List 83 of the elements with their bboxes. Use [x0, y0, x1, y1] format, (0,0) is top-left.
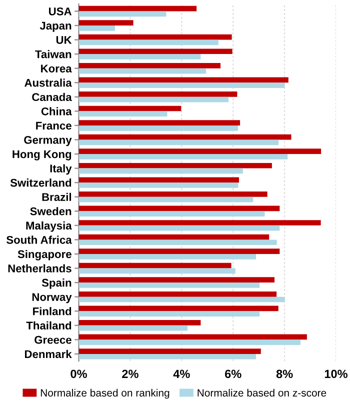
bar: [78, 82, 285, 88]
x-tick-label: 8%: [276, 370, 293, 378]
bar: [78, 154, 288, 160]
bar: [78, 62, 220, 68]
bar: [78, 211, 265, 216]
bar: [78, 177, 240, 183]
bar: [78, 77, 288, 83]
y-tick-label: Norway: [32, 293, 72, 304]
y-tick-label: France: [36, 122, 72, 130]
bar: [78, 306, 278, 312]
y-tick-label: Hong Kong: [12, 150, 72, 160]
bar: [78, 26, 116, 31]
bar: [78, 196, 254, 202]
bar: [78, 182, 238, 188]
x-tick-label: 4%: [173, 370, 190, 378]
y-tick-label: South Africa: [6, 236, 72, 244]
y-tick-label: Japan: [40, 22, 72, 32]
bar: [78, 311, 260, 316]
x-tick-label: 2%: [122, 370, 138, 378]
bar: [78, 6, 197, 12]
bar: [78, 68, 206, 74]
bar: [78, 254, 256, 260]
y-tick-label: Singapore: [18, 250, 72, 260]
y-tick-label: Greece: [34, 336, 72, 344]
y-tick-label: Malaysia: [26, 221, 72, 232]
bar: [78, 277, 275, 283]
y-tick-label: Taiwan: [35, 50, 72, 58]
y-tick-label: Australia: [24, 78, 72, 87]
bar: [78, 140, 279, 146]
bar: [78, 54, 201, 60]
bar: [78, 134, 292, 140]
bar: [78, 96, 228, 102]
bar: [78, 334, 307, 340]
bar: [78, 125, 238, 131]
bar: [78, 354, 256, 360]
bar: [78, 262, 232, 268]
bar: [78, 320, 201, 326]
bar: [78, 92, 238, 97]
legend-label: Normalize based on z-score: [198, 388, 326, 397]
y-tick-label: Netherlands: [8, 264, 72, 272]
bar: [78, 340, 300, 346]
bar: [78, 282, 260, 288]
legend-label: Normalize based on ranking: [40, 388, 170, 399]
y-tick-label: Brazil: [42, 192, 72, 201]
bar: [78, 168, 243, 174]
bar: [78, 111, 168, 117]
y-tick-label: Italy: [50, 164, 72, 175]
bar: [78, 148, 322, 154]
bar: [78, 325, 188, 331]
bar: [78, 268, 236, 274]
bar: [78, 34, 232, 40]
bar: [78, 162, 272, 168]
x-tick-label: 0%: [70, 370, 87, 378]
y-tick-label: Spain: [42, 278, 72, 289]
bar: [78, 220, 321, 226]
y-tick-label: UK: [56, 36, 72, 44]
bar: [78, 348, 261, 354]
bar: [78, 296, 285, 302]
bar: [78, 48, 232, 54]
y-tick-label: Sweden: [30, 207, 72, 216]
x-tick-label: 10%: [324, 370, 348, 378]
bar: [78, 120, 240, 126]
bar: [78, 40, 218, 46]
bar: [78, 248, 280, 254]
y-tick-label: China: [41, 107, 72, 116]
y-tick-label: Canada: [32, 92, 72, 102]
bar: [78, 240, 277, 246]
bar: [78, 234, 270, 240]
x-tick-label: 6%: [225, 370, 242, 378]
bar: [78, 291, 277, 297]
y-tick-label: Korea: [41, 64, 72, 72]
y-tick-label: Denmark: [24, 350, 72, 358]
bar: [78, 192, 268, 197]
bar: [78, 20, 134, 26]
y-tick-label: Thailand: [26, 321, 72, 330]
y-tick-label: Switzerland: [10, 178, 72, 187]
bar: [78, 225, 280, 231]
y-tick-label: USA: [49, 7, 72, 16]
bar: [78, 106, 182, 112]
y-tick-label: Germany: [24, 136, 72, 146]
bar: [78, 11, 166, 17]
y-tick-label: Finland: [33, 307, 72, 316]
bar: [78, 206, 280, 212]
